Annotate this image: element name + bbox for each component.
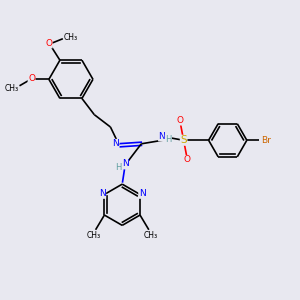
Text: H: H [115, 163, 122, 172]
Text: O: O [176, 116, 183, 125]
Text: CH₃: CH₃ [143, 231, 158, 240]
Text: CH₃: CH₃ [87, 231, 101, 240]
Text: O: O [184, 155, 191, 164]
Text: O: O [28, 74, 35, 83]
Text: N: N [122, 159, 128, 168]
Text: Br: Br [261, 136, 271, 145]
Text: S: S [180, 135, 187, 145]
Text: CH₃: CH₃ [4, 84, 19, 93]
Text: N: N [112, 139, 119, 148]
Text: N: N [99, 189, 106, 198]
Text: N: N [139, 189, 145, 198]
Text: N: N [158, 132, 165, 141]
Text: H: H [165, 135, 172, 144]
Text: O: O [45, 39, 52, 48]
Text: CH₃: CH₃ [64, 33, 78, 42]
